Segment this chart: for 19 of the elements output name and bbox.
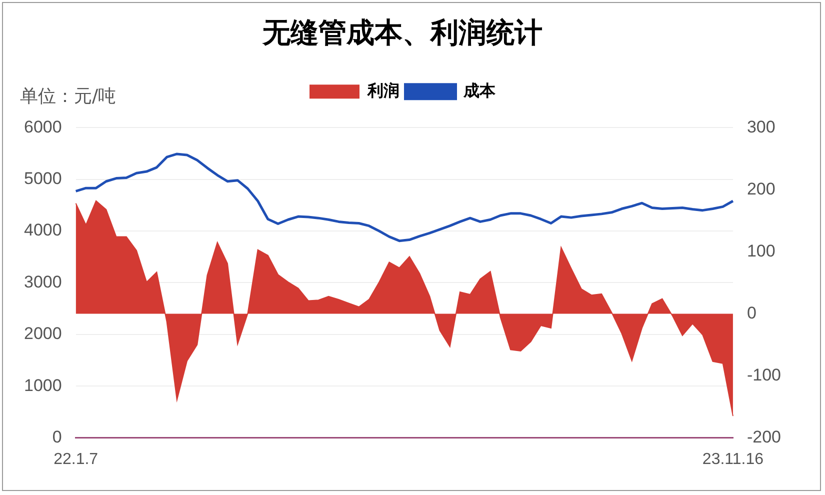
y2-tick-label: 100 [746, 241, 776, 260]
y2-tick-label: 300 [746, 117, 776, 136]
y-tick-label: 1000 [24, 376, 62, 395]
y-tick-label: 3000 [24, 272, 62, 292]
y-tick-label: 4000 [24, 220, 62, 240]
y-tick-label: 6000 [24, 117, 62, 136]
legend-label: 利润 [366, 82, 400, 100]
chart-title: 无缝管成本、利润统计 [262, 16, 542, 50]
y2-tick-label: 0 [746, 303, 756, 322]
x-tick-label: 23.11.16 [702, 450, 764, 468]
y2-tick-label: 200 [746, 179, 776, 198]
y2-tick-label: -200 [746, 427, 782, 446]
legend-label: 成本 [462, 82, 496, 100]
x-tick-label: 22.1.7 [54, 450, 98, 468]
y-tick-label: 2000 [24, 324, 62, 344]
y-axis-title: 单位：元/吨 [20, 85, 116, 108]
y-tick-label: 5000 [24, 168, 62, 188]
y-tick-label: 0 [52, 427, 62, 446]
y2-tick-label: -100 [746, 365, 782, 384]
